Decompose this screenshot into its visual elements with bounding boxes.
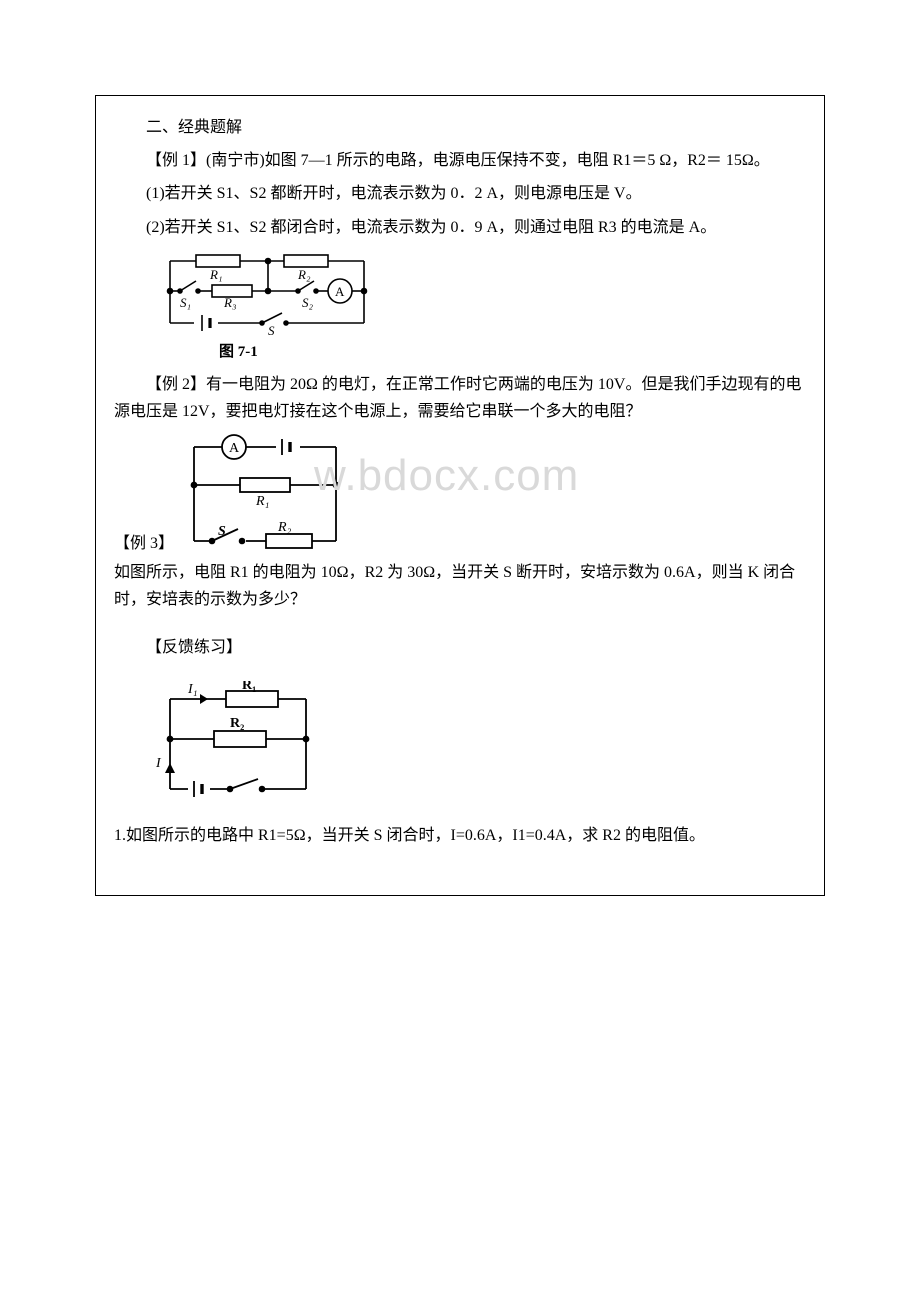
ex4-label-i1: I₁ [187, 682, 198, 697]
ex3-label-a: A [229, 441, 240, 456]
ex3-label-r2: R₂ [277, 520, 292, 535]
ex1-label-s2: S₂ [302, 295, 314, 310]
ex1-stem: 【例 1】(南宁市)如图 7—1 所示的电路，电源电压保持不变，电阻 R1＝5 … [114, 147, 806, 174]
ex4-label-r2: R₂ [230, 716, 244, 731]
ex4-label-i: I [155, 756, 162, 771]
ex3-block: w.bdocx.com 【例 3】 [114, 433, 806, 553]
ex1-label-r2: R₂ [297, 267, 311, 282]
ex3-circuit-diagram: A R₁ S R₂ [180, 433, 350, 553]
ex3-followup: 如图所示，电阻 R1 的电阻为 10Ω，R2 为 30Ω，当开关 S 断开时，安… [114, 559, 806, 613]
ex3-prefix: 【例 3】 [114, 529, 174, 553]
ex1-label-s: S [268, 323, 275, 336]
ex2-stem: 【例 2】有一电阻为 20Ω 的电灯，在正常工作时它两端的电压为 10V。但是我… [114, 371, 806, 425]
ex4-stem: 1.如图所示的电路中 R1=5Ω，当开关 S 闭合时，I=0.6A，I1=0.4… [114, 822, 806, 849]
ex4-circuit-diagram: I₁ R₁ R₂ I [154, 681, 324, 801]
ex1-q2: (2)若开关 S1、S2 都闭合时，电流表示数为 0．9 A，则通过电阻 R3 … [114, 214, 806, 241]
ex3-label-s: S [218, 524, 226, 539]
ex3-label-r1: R₁ [255, 494, 269, 509]
feedback-heading: 【反馈练习】 [114, 634, 806, 661]
ex1-label-r3: R₃ [223, 295, 236, 310]
ex1-label-a: A [335, 284, 345, 299]
ex1-figure-label: 图 7-1 [219, 340, 806, 361]
page-border: 二、经典题解 【例 1】(南宁市)如图 7—1 所示的电路，电源电压保持不变，电… [95, 95, 825, 896]
ex1-q1: (1)若开关 S1、S2 都断开时，电流表示数为 0．2 A，则电源电压是 V。 [114, 180, 806, 207]
ex1-circuit-diagram: R₁ R₂ R₃ S₁ S₂ S A [164, 251, 374, 336]
ex1-label-s1: S₁ [180, 295, 191, 310]
ex4-label-r1: R₁ [242, 681, 256, 693]
ex1-label-r1: R₁ [209, 267, 222, 282]
section-heading: 二、经典题解 [114, 114, 806, 141]
